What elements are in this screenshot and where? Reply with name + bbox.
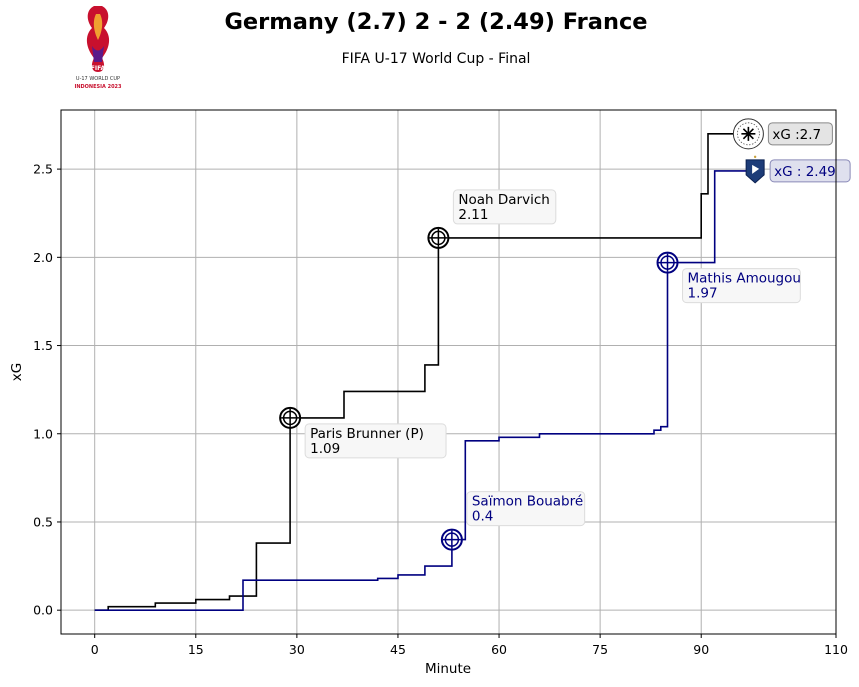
annotation-box bbox=[304, 423, 447, 459]
x-tick-label: 90 bbox=[693, 642, 709, 657]
chart-title: Germany (2.7) 2 - 2 (2.49) France bbox=[224, 9, 647, 35]
x-tick-label: 0 bbox=[91, 642, 99, 657]
x-tick-label: 110 bbox=[824, 642, 848, 657]
france-crest-icon bbox=[745, 155, 765, 184]
x-tick-label: 15 bbox=[188, 642, 204, 657]
x-tick-label: 75 bbox=[592, 642, 608, 657]
goal-ball-icon bbox=[427, 226, 450, 249]
logo-cup-text: U-17 WORLD CUP bbox=[76, 76, 120, 82]
total-xg-label: xG :2.7 bbox=[772, 127, 821, 143]
annotation-box bbox=[452, 189, 557, 225]
annotation-box bbox=[466, 491, 586, 527]
total-xg-box bbox=[769, 159, 851, 183]
x-tick-label: 30 bbox=[289, 642, 305, 657]
x-ticks: 0 15 30 45 60 75 90 110 bbox=[91, 634, 848, 657]
y-tick-label: 2.0 bbox=[33, 250, 53, 265]
x-axis-label: Minute bbox=[425, 661, 471, 677]
annotation-xg-value: 1.97 bbox=[688, 286, 718, 302]
annotation-scorer: Noah Darvich bbox=[458, 192, 549, 208]
annotation-scorer: Mathis Amougou bbox=[688, 271, 801, 287]
y-ticks: 0.0 0.5 1.0 1.5 2.0 2.5 bbox=[33, 162, 61, 618]
annotation-xg-value: 2.11 bbox=[458, 207, 488, 223]
grid bbox=[61, 110, 837, 634]
series-line-germany bbox=[94, 133, 749, 611]
y-tick-label: 0.5 bbox=[33, 514, 53, 529]
total-xg-box bbox=[767, 122, 833, 146]
y-tick-label: 1.5 bbox=[33, 338, 53, 353]
series-layer bbox=[94, 133, 756, 611]
y-axis-label: xG bbox=[9, 363, 25, 381]
goal-ball-icon bbox=[656, 251, 679, 274]
annotation-xg-value: 1.09 bbox=[310, 441, 340, 457]
goal-ball-icon bbox=[440, 528, 463, 551]
logo-host-text: INDONESIA 2023 bbox=[74, 84, 122, 90]
annotation-scorer: Saïmon Bouabré bbox=[472, 494, 583, 510]
series-line-france bbox=[94, 170, 756, 611]
y-tick-label: 1.0 bbox=[33, 426, 53, 441]
x-tick-label: 60 bbox=[491, 642, 507, 657]
y-tick-label: 2.5 bbox=[33, 162, 53, 177]
plot-frame bbox=[60, 109, 837, 635]
y-tick-label: 0.0 bbox=[33, 603, 53, 618]
annotation-box bbox=[682, 268, 801, 304]
logo-fifa-text: FIFA bbox=[91, 65, 106, 72]
x-tick-label: 45 bbox=[390, 642, 406, 657]
chart-subtitle: FIFA U-17 World Cup - Final bbox=[342, 51, 531, 67]
annotation-scorer: Paris Brunner (P) bbox=[310, 426, 424, 442]
germany-crest-icon bbox=[732, 118, 764, 150]
annotation-xg-value: 0.4 bbox=[472, 509, 493, 525]
tournament-logo: FIFA U-17 WORLD CUP INDONESIA 2023 bbox=[74, 6, 122, 90]
total-xg-label: xG : 2.49 bbox=[774, 164, 836, 180]
goal-ball-icon bbox=[279, 406, 302, 429]
goal-markers bbox=[279, 118, 765, 551]
